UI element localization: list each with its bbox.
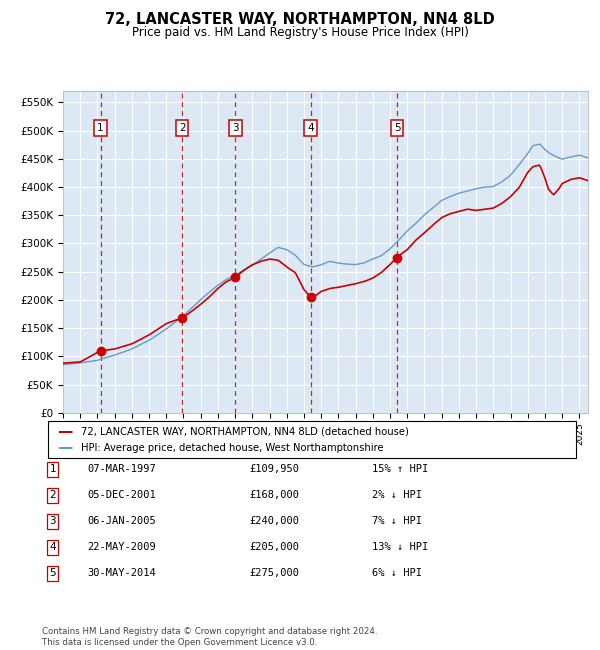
Text: 15% ↑ HPI: 15% ↑ HPI xyxy=(372,464,428,474)
Text: £168,000: £168,000 xyxy=(249,490,299,501)
Text: 22-MAY-2009: 22-MAY-2009 xyxy=(87,542,156,552)
Text: 2% ↓ HPI: 2% ↓ HPI xyxy=(372,490,422,501)
Text: Price paid vs. HM Land Registry's House Price Index (HPI): Price paid vs. HM Land Registry's House … xyxy=(131,26,469,39)
Text: 4: 4 xyxy=(49,542,56,552)
Text: 13% ↓ HPI: 13% ↓ HPI xyxy=(372,542,428,552)
Text: 2: 2 xyxy=(49,490,56,501)
Text: 4: 4 xyxy=(307,123,314,133)
Text: —: — xyxy=(57,424,73,439)
Text: 2: 2 xyxy=(179,123,185,133)
Text: £205,000: £205,000 xyxy=(249,542,299,552)
Text: Contains HM Land Registry data © Crown copyright and database right 2024.
This d: Contains HM Land Registry data © Crown c… xyxy=(42,627,377,647)
Text: 5: 5 xyxy=(394,123,400,133)
Text: 1: 1 xyxy=(97,123,104,133)
Text: 72, LANCASTER WAY, NORTHAMPTON, NN4 8LD: 72, LANCASTER WAY, NORTHAMPTON, NN4 8LD xyxy=(105,12,495,27)
Text: 5: 5 xyxy=(49,568,56,578)
Text: 7% ↓ HPI: 7% ↓ HPI xyxy=(372,516,422,526)
Text: £240,000: £240,000 xyxy=(249,516,299,526)
Text: —: — xyxy=(57,440,73,455)
Text: 3: 3 xyxy=(232,123,239,133)
Text: 3: 3 xyxy=(49,516,56,526)
Text: 6% ↓ HPI: 6% ↓ HPI xyxy=(372,568,422,578)
Text: £109,950: £109,950 xyxy=(249,464,299,474)
Text: £275,000: £275,000 xyxy=(249,568,299,578)
Text: 07-MAR-1997: 07-MAR-1997 xyxy=(87,464,156,474)
Text: 06-JAN-2005: 06-JAN-2005 xyxy=(87,516,156,526)
Text: 72, LANCASTER WAY, NORTHAMPTON, NN4 8LD (detached house): 72, LANCASTER WAY, NORTHAMPTON, NN4 8LD … xyxy=(81,426,409,436)
Text: 1: 1 xyxy=(49,464,56,474)
Text: 30-MAY-2014: 30-MAY-2014 xyxy=(87,568,156,578)
Text: 05-DEC-2001: 05-DEC-2001 xyxy=(87,490,156,501)
Text: HPI: Average price, detached house, West Northamptonshire: HPI: Average price, detached house, West… xyxy=(81,443,383,452)
